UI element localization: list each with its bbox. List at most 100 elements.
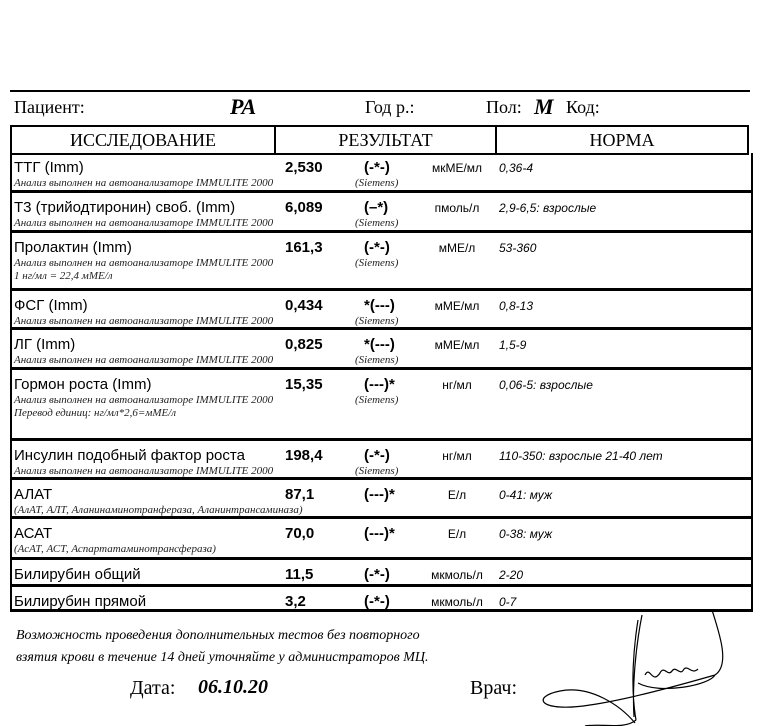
analyzer-maker: (Siemens) [355, 315, 399, 327]
result-flag: (---)* [364, 486, 395, 503]
result-value: 87,1 [285, 486, 315, 503]
test-name: Т3 (трийодтиронин) своб. (Imm) [14, 199, 236, 216]
reference-range: 2-20 [499, 568, 524, 582]
results-table: ТТГ (Imm) 2,530 (-*-) мкМЕ/мл 0,36-4 Анализ в… [10, 153, 753, 612]
result-flag: (-*-) [364, 447, 390, 464]
result-value: 161,3 [285, 239, 323, 256]
table-row: Пролактин (Imm) 161,3 (-*-) мМЕ/л 53-360 Анал… [12, 233, 751, 291]
result-flag: (-*-) [364, 159, 390, 176]
test-note: (АлАТ, АЛТ, Аланинаминотранфераза, Алани… [14, 504, 303, 516]
reference-range: 0-41: муж [499, 488, 553, 502]
test-note: Анализ выполнен на автоанализаторе IMMUL… [14, 354, 274, 366]
table-row: АЛАТ 87,1 (---)* Е/л 0-41: муж (АлАТ, АЛТ, Ал… [12, 480, 751, 519]
reference-range: 0-7 [499, 595, 517, 609]
reference-range: 0-38: муж [499, 527, 553, 541]
code-label: Код: [566, 97, 600, 117]
top-rule [10, 90, 750, 92]
birth-year-label: Год р.: [365, 97, 415, 117]
test-name: ЛГ (Imm) [14, 336, 76, 353]
analyzer-maker: (Siemens) [355, 465, 399, 477]
test-note: Анализ выполнен на автоанализаторе IMMUL… [14, 217, 274, 229]
result-unit: пмоль/л [434, 201, 480, 215]
reference-range: 53-360 [499, 241, 537, 255]
result-value: 0,434 [285, 297, 323, 314]
test-name: Билирубин прямой [14, 593, 147, 610]
table-row: Билирубин общий 11,5 (-*-) мкмоль/л 2-20 [12, 560, 751, 587]
test-name: Гормон роста (Imm) [14, 376, 152, 393]
result-value: 11,5 [285, 566, 314, 583]
test-name: ФСГ (Imm) [14, 297, 88, 314]
test-note: Анализ выполнен на автоанализаторе IMMUL… [14, 257, 274, 269]
sex-label: Пол: [486, 97, 522, 117]
reference-range: 110-350: взрослые 21-40 лет [499, 449, 663, 463]
test-name: Пролактин (Imm) [14, 239, 132, 256]
table-header: ИССЛЕДОВАНИЕ РЕЗУЛЬТАТ НОРМА [10, 125, 749, 155]
table-row: Билирубин прямой 3,2 (-*-) мкмоль/л 0-7 [12, 587, 751, 612]
result-unit: Е/л [447, 527, 467, 541]
result-flag: (–*) [364, 199, 389, 216]
result-value: 0,825 [285, 336, 323, 353]
reference-range: 2,9-6,5: взрослые [499, 201, 597, 215]
test-name: Инсулин подобный фактор роста [14, 447, 245, 464]
test-note: Анализ выполнен на автоанализаторе IMMUL… [14, 177, 274, 189]
result-flag: *(---) [364, 297, 395, 314]
result-value: 2,530 [285, 159, 323, 176]
table-row: ФСГ (Imm) 0,434 *(---) мМЕ/мл 0,8-13 Анализ в… [12, 291, 751, 330]
analyzer-maker: (Siemens) [355, 354, 399, 366]
result-value: 3,2 [285, 593, 306, 610]
analyzer-maker: (Siemens) [355, 394, 399, 406]
table-row: Т3 (трийодтиронин) своб. (Imm) 6,089 (–*) п… [12, 193, 751, 233]
column-header-result: РЕЗУЛЬТАТ [276, 127, 497, 153]
result-flag: (-*-) [364, 566, 390, 583]
result-value: 6,089 [285, 199, 323, 216]
result-unit: нг/мл [442, 449, 472, 463]
doctor-signature [542, 609, 724, 726]
test-note: Анализ выполнен на автоанализаторе IMMUL… [14, 465, 274, 477]
date-label: Дата: [130, 677, 176, 699]
result-unit: нг/мл [442, 378, 472, 392]
result-value: 15,35 [285, 376, 323, 393]
patient-label: Пациент: [14, 97, 85, 117]
table-row: ЛГ (Imm) 0,825 *(---) мМЕ/мл 1,5-9 Анализ вып… [12, 330, 751, 370]
patient-value: РА [230, 94, 257, 119]
result-flag: (-*-) [364, 593, 390, 610]
result-unit: мкмоль/л [431, 595, 483, 609]
analyzer-maker: (Siemens) [355, 257, 399, 269]
result-unit: мкмоль/л [431, 568, 483, 582]
result-flag: *(---) [364, 336, 395, 353]
table-row: АСАТ 70,0 (---)* Е/л 0-38: муж (АсАТ, АСТ, Ас… [12, 519, 751, 560]
doctor-label: Врач: [470, 677, 518, 699]
date-value: 06.10.20 [198, 676, 268, 698]
test-note: Перевод единиц: нг/мл*2,6=мМЕ/л [14, 407, 177, 419]
test-name: ТТГ (Imm) [14, 159, 84, 176]
reference-range: 0,8-13 [499, 299, 534, 313]
footer-note-line2: взятия крови в течение 14 дней уточняйте… [16, 650, 429, 665]
footer-note-line1: Возможность проведения дополнительных те… [16, 628, 420, 643]
result-unit: мМЕ/мл [434, 299, 480, 313]
result-unit: Е/л [447, 488, 467, 502]
test-name: АЛАТ [14, 486, 53, 503]
test-note: (АсАТ, АСТ, Аспартатаминотрансфераза) [14, 543, 216, 555]
test-name: АСАТ [14, 525, 53, 542]
column-header-test: ИССЛЕДОВАНИЕ [12, 127, 276, 153]
reference-range: 0,06-5: взрослые [499, 378, 593, 392]
result-value: 198,4 [285, 447, 323, 464]
sex-value: М [534, 94, 554, 119]
test-note: Анализ выполнен на автоанализаторе IMMUL… [14, 315, 274, 327]
result-unit: мМЕ/л [438, 241, 476, 255]
reference-range: 0,36-4 [499, 161, 534, 175]
column-header-norm: НОРМА [589, 130, 655, 150]
test-note: 1 нг/мл = 22,4 мМЕ/л [14, 270, 113, 282]
result-unit: мкМЕ/мл [431, 161, 483, 175]
result-flag: (---)* [364, 525, 395, 542]
result-unit: мМЕ/мл [434, 338, 480, 352]
result-flag: (---)* [364, 376, 395, 393]
reference-range: 1,5-9 [499, 338, 527, 352]
result-flag: (-*-) [364, 239, 390, 256]
test-name: Билирубин общий [14, 566, 141, 583]
table-row: ТТГ (Imm) 2,530 (-*-) мкМЕ/мл 0,36-4 Анализ в… [12, 153, 751, 193]
analyzer-maker: (Siemens) [355, 217, 399, 229]
test-note: Анализ выполнен на автоанализаторе IMMUL… [14, 394, 274, 406]
table-row: Гормон роста (Imm) 15,35 (---)* нг/мл 0,06-5… [12, 370, 751, 441]
